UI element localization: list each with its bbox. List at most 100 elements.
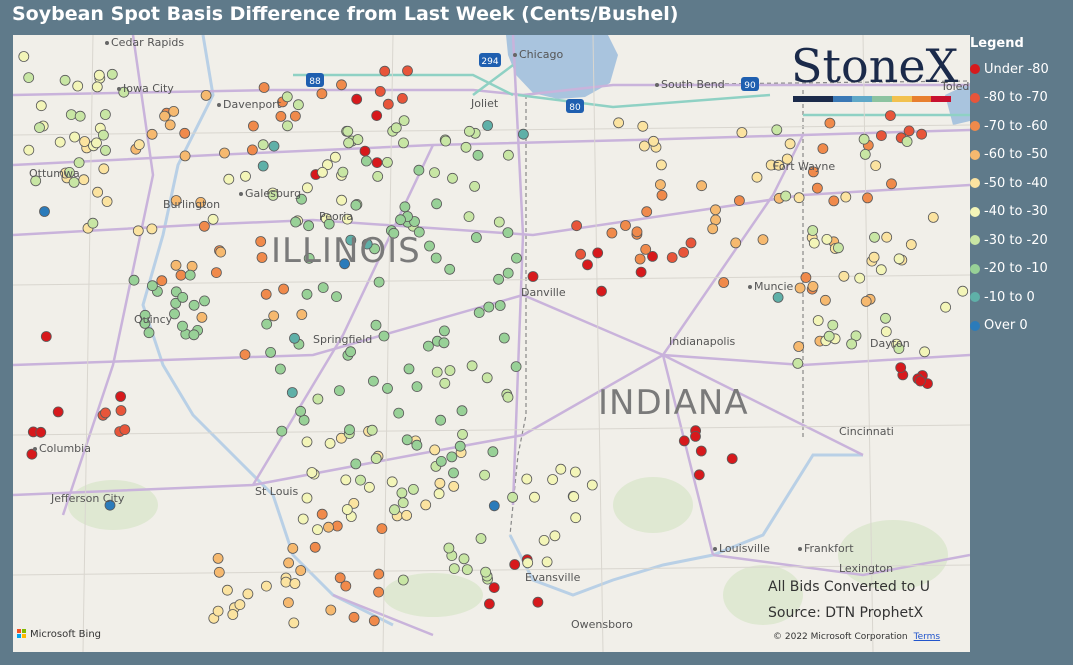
basis-marker[interactable]	[547, 474, 558, 485]
basis-marker[interactable]	[641, 206, 653, 218]
basis-marker[interactable]	[808, 237, 820, 249]
basis-marker[interactable]	[469, 180, 481, 192]
basis-marker[interactable]	[571, 220, 582, 232]
basis-marker[interactable]	[707, 223, 719, 235]
basis-marker[interactable]	[529, 491, 540, 503]
basis-marker[interactable]	[833, 242, 844, 254]
basis-marker[interactable]	[292, 99, 304, 111]
basis-marker[interactable]	[101, 196, 113, 207]
basis-marker[interactable]	[98, 163, 110, 175]
basis-marker[interactable]	[456, 405, 468, 417]
basis-marker[interactable]	[827, 319, 839, 331]
basis-marker[interactable]	[78, 174, 90, 186]
basis-marker[interactable]	[213, 566, 225, 578]
basis-marker[interactable]	[177, 320, 188, 332]
basis-marker[interactable]	[188, 299, 200, 311]
basis-marker[interactable]	[470, 232, 482, 243]
basis-marker[interactable]	[286, 387, 298, 398]
basis-marker[interactable]	[666, 252, 678, 263]
basis-marker[interactable]	[398, 115, 410, 126]
basis-marker[interactable]	[480, 566, 492, 578]
basis-marker[interactable]	[312, 524, 323, 536]
basis-marker[interactable]	[710, 204, 721, 216]
basis-marker[interactable]	[348, 611, 360, 623]
basis-marker[interactable]	[215, 246, 227, 258]
basis-marker[interactable]	[373, 586, 385, 598]
basis-marker[interactable]	[570, 466, 581, 478]
basis-marker[interactable]	[448, 480, 460, 492]
basis-marker[interactable]	[324, 437, 336, 449]
basis-marker[interactable]	[397, 497, 409, 509]
basis-marker[interactable]	[170, 297, 182, 309]
basis-marker[interactable]	[128, 274, 140, 286]
basis-marker[interactable]	[511, 252, 522, 264]
basis-marker[interactable]	[334, 572, 346, 584]
basis-marker[interactable]	[301, 436, 313, 448]
basis-marker[interactable]	[522, 557, 534, 569]
basis-marker[interactable]	[794, 282, 806, 294]
basis-marker[interactable]	[219, 147, 230, 159]
basis-marker[interactable]	[639, 140, 650, 152]
basis-marker[interactable]	[276, 425, 288, 437]
basis-marker[interactable]	[606, 227, 618, 239]
basis-marker[interactable]	[429, 167, 440, 179]
basis-marker[interactable]	[444, 263, 456, 275]
basis-marker[interactable]	[23, 72, 35, 83]
basis-marker[interactable]	[502, 267, 514, 279]
basis-marker[interactable]	[340, 474, 352, 486]
basis-marker[interactable]	[260, 288, 272, 300]
basis-marker[interactable]	[885, 110, 896, 121]
basis-marker[interactable]	[290, 216, 302, 228]
basis-marker[interactable]	[773, 159, 784, 171]
basis-marker[interactable]	[371, 157, 383, 168]
basis-marker[interactable]	[118, 86, 130, 98]
basis-marker[interactable]	[710, 214, 721, 226]
basis-marker[interactable]	[820, 294, 831, 306]
basis-marker[interactable]	[351, 93, 363, 105]
basis-marker[interactable]	[371, 110, 383, 121]
basis-marker[interactable]	[828, 195, 840, 207]
basis-marker[interactable]	[376, 523, 388, 535]
basis-marker[interactable]	[316, 508, 328, 520]
basis-marker[interactable]	[396, 487, 408, 499]
basis-marker[interactable]	[821, 233, 833, 245]
basis-marker[interactable]	[538, 534, 550, 546]
basis-marker[interactable]	[350, 458, 362, 470]
basis-marker[interactable]	[143, 327, 155, 339]
basis-marker[interactable]	[424, 240, 435, 252]
basis-marker[interactable]	[429, 444, 441, 456]
basis-marker[interactable]	[401, 509, 413, 521]
basis-marker[interactable]	[433, 488, 445, 500]
basis-marker[interactable]	[246, 144, 258, 156]
basis-marker[interactable]	[868, 251, 880, 263]
basis-marker[interactable]	[808, 166, 819, 178]
basis-marker[interactable]	[223, 173, 235, 185]
basis-marker[interactable]	[170, 259, 182, 271]
basis-marker[interactable]	[355, 474, 366, 486]
basis-marker[interactable]	[336, 79, 347, 91]
basis-marker[interactable]	[379, 65, 391, 77]
basis-marker[interactable]	[156, 275, 168, 287]
basis-marker[interactable]	[341, 504, 353, 515]
basis-marker[interactable]	[483, 598, 495, 610]
basis-marker[interactable]	[886, 178, 897, 190]
basis-marker[interactable]	[475, 533, 487, 544]
basis-marker[interactable]	[146, 223, 158, 235]
basis-marker[interactable]	[493, 216, 505, 228]
basis-marker[interactable]	[98, 129, 109, 141]
basis-marker[interactable]	[198, 220, 210, 232]
basis-marker[interactable]	[345, 234, 357, 246]
basis-marker[interactable]	[345, 346, 357, 358]
basis-marker[interactable]	[690, 430, 701, 442]
basis-marker[interactable]	[92, 186, 103, 198]
basis-marker[interactable]	[570, 512, 582, 524]
basis-marker[interactable]	[295, 405, 307, 417]
basis-marker[interactable]	[726, 453, 738, 465]
basis-marker[interactable]	[838, 270, 850, 282]
basis-marker[interactable]	[336, 194, 348, 206]
basis-marker[interactable]	[780, 190, 792, 202]
basis-marker[interactable]	[793, 192, 805, 204]
basis-marker[interactable]	[869, 231, 880, 243]
basis-marker[interactable]	[288, 617, 300, 629]
basis-marker[interactable]	[461, 564, 473, 575]
